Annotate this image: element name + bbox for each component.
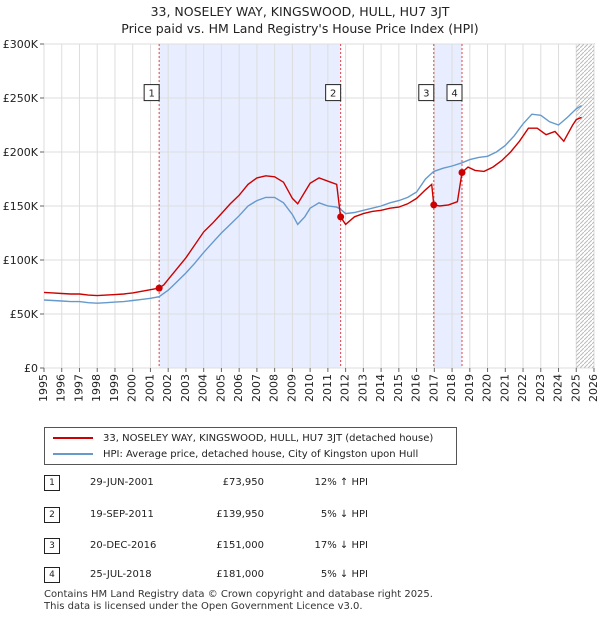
chart-title: 33, NOSELEY WAY, KINGSWOOD, HULL, HU7 3J… <box>150 4 450 19</box>
transaction-number: 3 <box>44 538 60 554</box>
legend-item-property: 33, NOSELEY WAY, KINGSWOOD, HULL, HU7 3J… <box>53 431 433 445</box>
x-tick-label: 2014 <box>374 374 387 402</box>
transaction-hpi: 17% ↓ HPI <box>314 540 368 551</box>
transaction-point <box>430 201 438 209</box>
transaction-price: £73,950 <box>222 477 264 488</box>
legend-item-hpi: HPI: Average price, detached house, City… <box>53 447 418 461</box>
transaction-date: 29-JUN-2001 <box>90 477 154 488</box>
transaction-row: 3 20-DEC-2016 £151,000 17% ↓ HPI <box>44 538 464 554</box>
legend-swatch-hpi <box>53 453 93 455</box>
transaction-price: £181,000 <box>216 569 264 580</box>
transaction-point <box>155 284 163 292</box>
transaction-number: 1 <box>44 475 60 491</box>
transaction-date: 19-SEP-2011 <box>90 509 154 520</box>
y-tick-label: £50K <box>10 308 39 321</box>
y-tick-label: £200K <box>3 146 39 159</box>
x-tick-label: 2019 <box>463 374 476 402</box>
transaction-row: 1 29-JUN-2001 £73,950 12% ↑ HPI <box>44 475 464 491</box>
x-tick-label: 2000 <box>126 374 139 402</box>
x-tick-label: 1999 <box>108 374 121 402</box>
x-tick-label: 2005 <box>214 374 227 402</box>
x-tick-label: 2025 <box>569 374 582 402</box>
x-tick-label: 2022 <box>516 374 529 402</box>
transaction-marker-label: 4 <box>451 89 457 100</box>
x-tick-label: 2026 <box>587 374 600 402</box>
x-tick-label: 2018 <box>445 374 458 402</box>
y-tick-label: £100K <box>3 254 39 267</box>
transaction-row: 4 25-JUL-2018 £181,000 5% ↓ HPI <box>44 567 464 583</box>
transaction-number: 2 <box>44 507 60 523</box>
x-tick-label: 2001 <box>143 374 156 402</box>
x-tick-label: 2024 <box>552 374 565 402</box>
x-tick-label: 1997 <box>72 374 85 402</box>
series-line <box>43 105 582 304</box>
transaction-point <box>337 213 345 221</box>
x-tick-label: 2008 <box>268 374 281 402</box>
x-tick-label: 2002 <box>161 374 174 402</box>
x-tick-label: 1998 <box>90 374 103 402</box>
legend-label-hpi: HPI: Average price, detached house, City… <box>103 448 419 460</box>
transaction-price: £139,950 <box>216 509 264 520</box>
transaction-marker-label: 2 <box>330 89 336 100</box>
y-tick-label: £300K <box>3 38 39 51</box>
transaction-hpi: 5% ↓ HPI <box>320 509 368 520</box>
y-tick-label: £150K <box>3 200 39 213</box>
x-tick-label: 2011 <box>321 374 334 402</box>
forecast-hatch <box>576 44 594 368</box>
x-tick-label: 2017 <box>427 374 440 402</box>
legend-swatch-property <box>53 437 93 439</box>
x-tick-label: 2012 <box>339 374 352 402</box>
transaction-number: 4 <box>44 567 60 583</box>
x-tick-label: 2016 <box>410 374 423 402</box>
transaction-hpi: 12% ↑ HPI <box>314 477 368 488</box>
x-tick-label: 2004 <box>197 374 210 402</box>
transaction-marker-box <box>325 84 342 102</box>
transaction-marker-box <box>418 84 435 102</box>
footer-licence: This data is licensed under the Open Gov… <box>44 601 363 612</box>
x-tick-label: 2010 <box>303 374 316 402</box>
footer-copyright: Contains HM Land Registry data © Crown c… <box>44 589 433 600</box>
x-tick-label: 2021 <box>498 374 511 402</box>
chart-subtitle: Price paid vs. HM Land Registry's House … <box>121 21 479 36</box>
price-chart: 1 2 3 4 1995 1996 1997 1998 1999 2000 2001 2002 200… <box>3 38 600 402</box>
x-tick-label: 2009 <box>285 374 298 402</box>
x-tick-label: 1996 <box>55 374 68 402</box>
legend-label-property: 33, NOSELEY WAY, KINGSWOOD, HULL, HU7 3J… <box>103 432 434 444</box>
transaction-marker-box <box>446 84 463 102</box>
transaction-price: £151,000 <box>216 540 264 551</box>
transaction-marker-label: 1 <box>148 89 154 100</box>
legend: 33, NOSELEY WAY, KINGSWOOD, HULL, HU7 3J… <box>44 427 457 465</box>
transaction-marker-box <box>143 84 160 102</box>
transaction-date: 25-JUL-2018 <box>90 569 152 580</box>
x-tick-label: 2013 <box>356 374 369 402</box>
footer: Contains HM Land Registry data © Crown c… <box>44 589 433 613</box>
x-tick-label: 2020 <box>481 374 494 402</box>
series-line <box>43 116 582 297</box>
x-tick-label: 2015 <box>392 374 405 402</box>
x-tick-label: 2006 <box>232 374 245 402</box>
transaction-date: 20-DEC-2016 <box>90 540 157 551</box>
transaction-point <box>458 169 466 177</box>
transaction-hpi: 5% ↓ HPI <box>320 569 368 580</box>
x-tick-label: 2007 <box>250 374 263 402</box>
transaction-row: 2 19-SEP-2011 £139,950 5% ↓ HPI <box>44 507 464 523</box>
x-tick-label: 1995 <box>37 374 50 402</box>
y-tick-label: £250K <box>3 92 39 105</box>
transaction-marker-label: 3 <box>423 89 429 100</box>
x-tick-label: 2003 <box>179 374 192 402</box>
y-tick-label: £0 <box>24 362 38 375</box>
x-tick-label: 2023 <box>534 374 547 402</box>
